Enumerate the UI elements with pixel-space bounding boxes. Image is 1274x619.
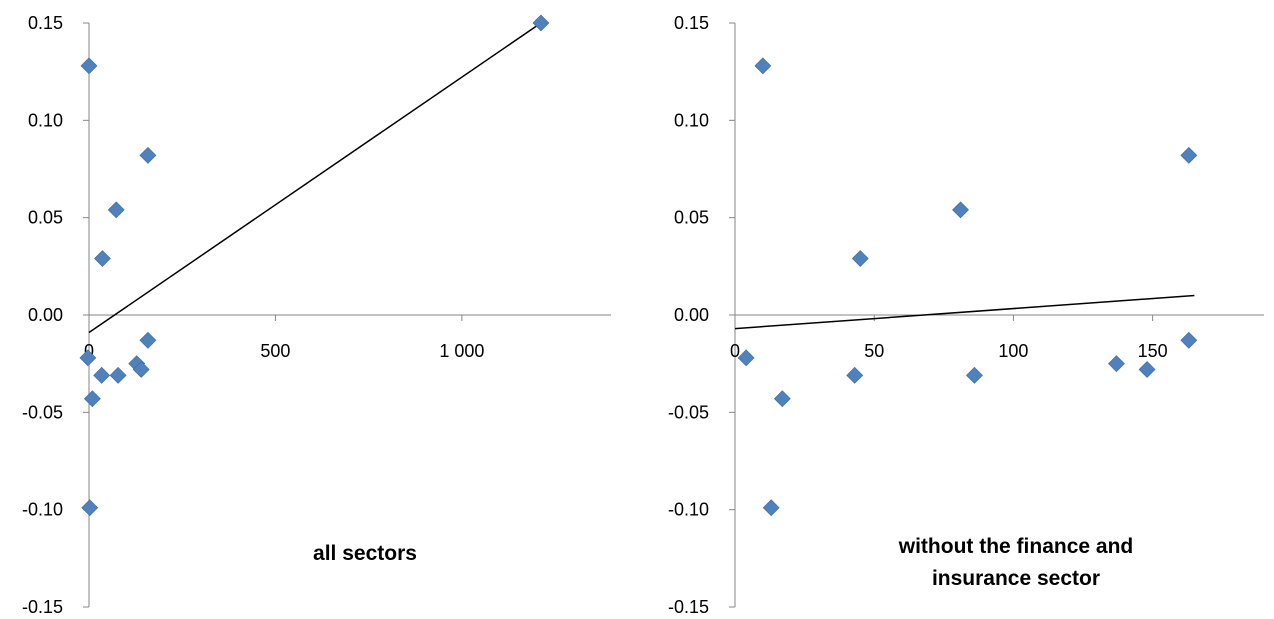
x-tick-label: 0 bbox=[730, 341, 740, 361]
y-tick-label: 0.00 bbox=[28, 305, 63, 325]
y-tick-label: 0.10 bbox=[674, 110, 709, 130]
y-tick-label: 0.15 bbox=[674, 13, 709, 33]
chart-title: insurance sector bbox=[932, 567, 1100, 590]
y-tick-label: -0.10 bbox=[668, 500, 709, 520]
data-point bbox=[851, 250, 869, 267]
data-point bbox=[93, 366, 111, 384]
y-tick-label: -0.10 bbox=[22, 500, 63, 520]
data-point bbox=[139, 331, 157, 349]
data-point bbox=[773, 390, 791, 408]
trendline bbox=[88, 22, 542, 334]
data-point bbox=[132, 361, 150, 378]
y-tick-label: -0.15 bbox=[22, 597, 63, 617]
trendline bbox=[734, 294, 1195, 330]
data-point bbox=[952, 201, 969, 219]
data-point bbox=[846, 366, 864, 384]
y-tick-label: -0.15 bbox=[668, 597, 709, 617]
data-point bbox=[81, 499, 99, 517]
data-point bbox=[80, 57, 98, 75]
data-point bbox=[107, 201, 125, 219]
data-point bbox=[1180, 146, 1198, 164]
chart-title: all sectors bbox=[313, 542, 417, 565]
y-tick-label: 0.00 bbox=[674, 305, 709, 325]
data-point bbox=[139, 146, 157, 164]
data-point bbox=[93, 250, 111, 267]
data-point bbox=[79, 349, 97, 367]
data-point bbox=[966, 366, 983, 384]
y-tick-label: -0.05 bbox=[668, 402, 709, 422]
x-tick-label: 150 bbox=[1138, 341, 1168, 361]
data-point bbox=[754, 57, 772, 75]
chart-all-sectors: 0.150.100.050.00-0.05-0.10-0.1505001 000… bbox=[22, 13, 611, 617]
data-point bbox=[1180, 331, 1198, 349]
y-tick-label: 0.10 bbox=[28, 110, 63, 130]
y-tick-label: 0.15 bbox=[28, 13, 63, 33]
x-tick-label: 500 bbox=[260, 341, 290, 361]
data-point bbox=[532, 14, 550, 32]
data-point bbox=[1108, 355, 1125, 373]
chart-without-finance: 0.15 0.10 0.05 0.00 -0.05 -0.10 -0.15 0 50 100 150… bbox=[668, 13, 1264, 617]
x-tick-label: 50 bbox=[864, 341, 884, 361]
data-point bbox=[737, 349, 755, 367]
data-point bbox=[762, 499, 780, 517]
data-point bbox=[83, 390, 101, 408]
y-tick-label: -0.05 bbox=[22, 402, 63, 422]
data-point bbox=[109, 366, 127, 384]
x-tick-label: 100 bbox=[998, 341, 1028, 361]
chart-title: without the finance and bbox=[898, 535, 1134, 558]
x-tick-label: 1 000 bbox=[439, 341, 484, 361]
y-tick-label: 0.05 bbox=[28, 208, 63, 228]
y-tick-label: 0.05 bbox=[674, 208, 709, 228]
data-point bbox=[1138, 361, 1156, 378]
